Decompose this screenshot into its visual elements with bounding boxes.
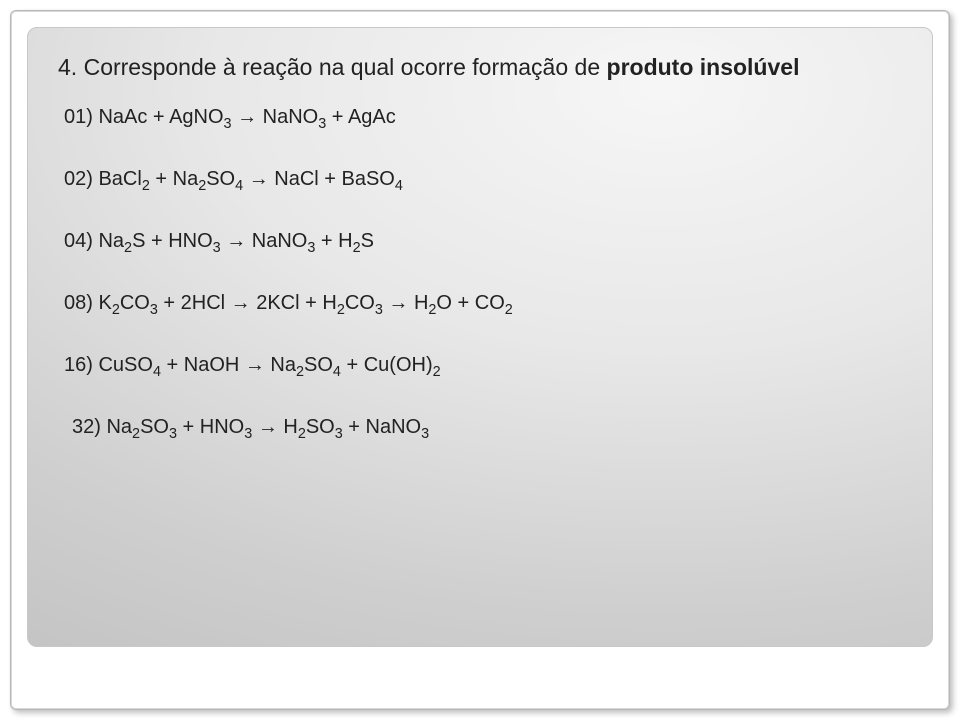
slide-panel: 4. Corresponde à reação na qual ocorre f… — [27, 27, 933, 647]
question-text: 4. Corresponde à reação na qual ocorre f… — [58, 52, 902, 83]
option-02: 02) BaCl2 + Na2SO4 → NaCl + BaSO4 — [64, 165, 902, 193]
slide-outer-frame: 4. Corresponde à reação na qual ocorre f… — [10, 10, 950, 710]
option-label: 16) — [64, 354, 93, 376]
option-16: 16) CuSO4 + NaOH → Na2SO4 + Cu(OH)2 — [64, 351, 902, 379]
question-bold: produto insolúvel — [607, 54, 800, 80]
options-list: 01) NaAc + AgNO3 → NaNO3 + AgAc 02) BaCl… — [58, 103, 902, 441]
option-01: 01) NaAc + AgNO3 → NaNO3 + AgAc — [64, 103, 902, 131]
option-32: 32) Na2SO3 + HNO3 → H2SO3 + NaNO3 — [72, 413, 902, 441]
option-04: 04) Na2S + HNO3 → NaNO3 + H2S — [64, 227, 902, 255]
option-equation: Na2SO3 + HNO3 → H2SO3 + NaNO3 — [106, 416, 429, 438]
option-equation: NaAc + AgNO3 → NaNO3 + AgAc — [98, 106, 395, 128]
option-label: 02) — [64, 168, 93, 190]
question-body: Corresponde à reação na qual ocorre form… — [84, 54, 607, 80]
option-label: 01) — [64, 106, 93, 128]
option-equation: CuSO4 + NaOH → Na2SO4 + Cu(OH)2 — [98, 354, 440, 376]
option-label: 04) — [64, 230, 93, 252]
option-08: 08) K2CO3 + 2HCl → 2KCl + H2CO3 → H2O + … — [64, 289, 902, 317]
option-equation: Na2S + HNO3 → NaNO3 + H2S — [98, 230, 374, 252]
option-label: 08) — [64, 292, 93, 314]
option-equation: BaCl2 + Na2SO4 → NaCl + BaSO4 — [98, 168, 402, 190]
option-equation: K2CO3 + 2HCl → 2KCl + H2CO3 → H2O + CO2 — [98, 292, 512, 314]
question-number: 4. — [58, 54, 77, 80]
option-label: 32) — [72, 416, 101, 438]
